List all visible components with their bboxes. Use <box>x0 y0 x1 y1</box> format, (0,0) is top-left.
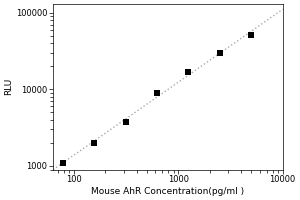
Point <box>218 51 222 55</box>
Point <box>123 120 128 123</box>
Point <box>92 141 97 145</box>
Point <box>154 91 159 95</box>
Point <box>60 161 65 164</box>
Point <box>249 33 254 36</box>
X-axis label: Mouse AhR Concentration(pg/ml ): Mouse AhR Concentration(pg/ml ) <box>91 187 244 196</box>
Y-axis label: RLU: RLU <box>4 78 13 95</box>
Point <box>186 70 191 73</box>
